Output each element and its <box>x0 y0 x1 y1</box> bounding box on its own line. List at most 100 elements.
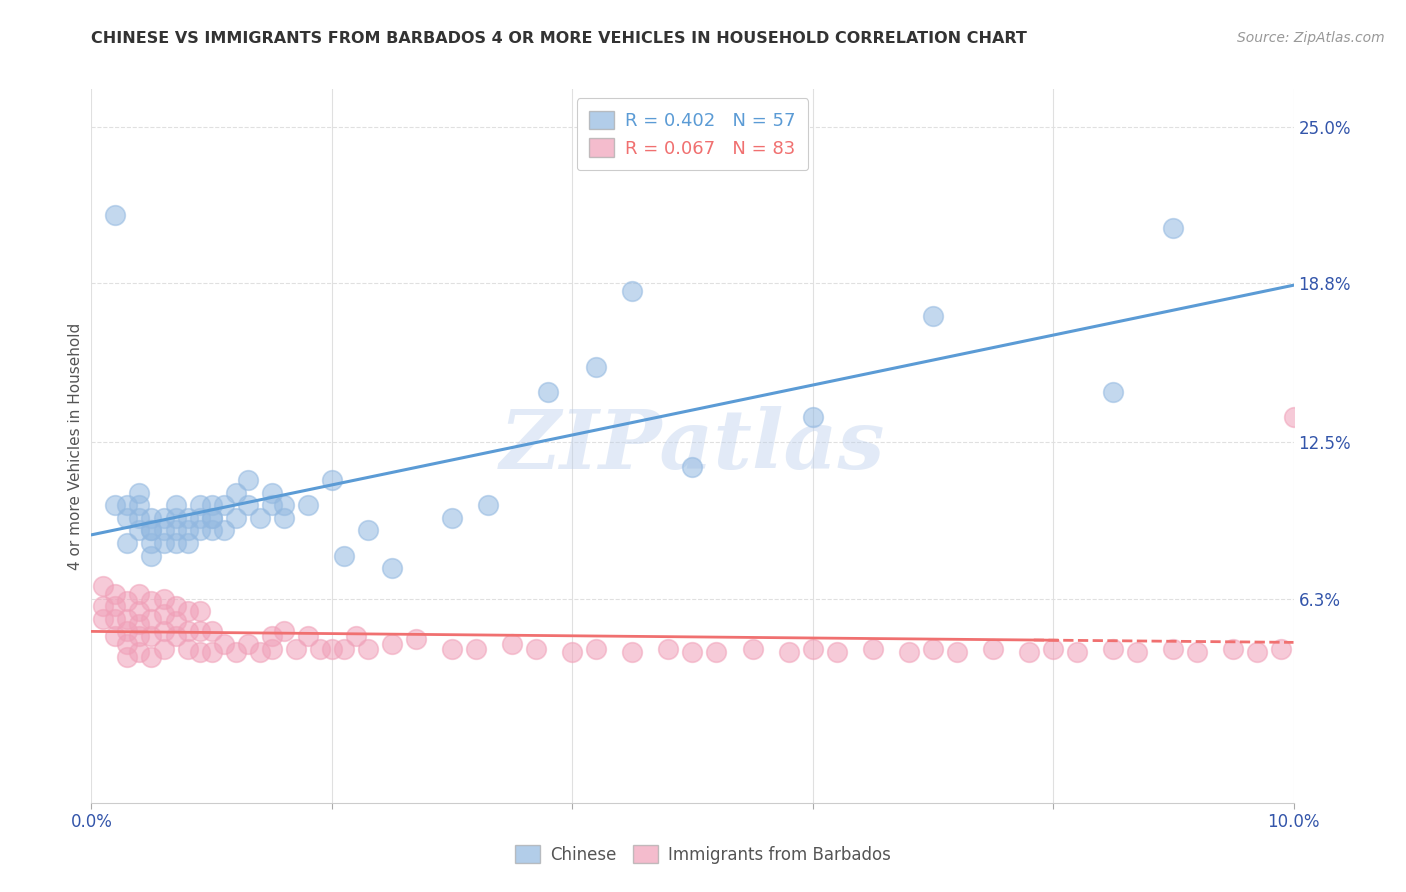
Point <box>176 624 198 639</box>
Point <box>152 607 174 621</box>
Point <box>681 644 703 658</box>
Point <box>117 536 139 550</box>
Point <box>1018 644 1040 658</box>
Point <box>273 624 295 639</box>
Point <box>501 637 523 651</box>
Point <box>225 644 247 658</box>
Point <box>188 624 211 639</box>
Point <box>128 616 150 631</box>
Point <box>801 642 824 657</box>
Point <box>273 511 295 525</box>
Point <box>260 629 283 643</box>
Text: Source: ZipAtlas.com: Source: ZipAtlas.com <box>1237 31 1385 45</box>
Point <box>128 586 150 600</box>
Point <box>165 511 187 525</box>
Point <box>165 524 187 538</box>
Point <box>141 549 163 563</box>
Point <box>152 536 174 550</box>
Point <box>333 642 356 657</box>
Point <box>117 649 139 664</box>
Text: CHINESE VS IMMIGRANTS FROM BARBADOS 4 OR MORE VEHICLES IN HOUSEHOLD CORRELATION : CHINESE VS IMMIGRANTS FROM BARBADOS 4 OR… <box>91 31 1028 46</box>
Point <box>93 579 115 593</box>
Point <box>236 637 259 651</box>
Point <box>1102 642 1125 657</box>
Point <box>1187 644 1209 658</box>
Point <box>152 642 174 657</box>
Point <box>117 498 139 512</box>
Point <box>152 524 174 538</box>
Point <box>165 599 187 614</box>
Point <box>681 460 703 475</box>
Point <box>741 642 763 657</box>
Point <box>260 642 283 657</box>
Point <box>897 644 920 658</box>
Y-axis label: 4 or more Vehicles in Household: 4 or more Vehicles in Household <box>67 322 83 570</box>
Point <box>1282 409 1305 424</box>
Point <box>440 511 463 525</box>
Point <box>201 644 224 658</box>
Point <box>922 309 945 323</box>
Point <box>1270 642 1292 657</box>
Point <box>117 624 139 639</box>
Text: ZIPatlas: ZIPatlas <box>499 406 886 486</box>
Point <box>465 642 488 657</box>
Point <box>212 637 235 651</box>
Point <box>201 511 224 525</box>
Point <box>104 599 127 614</box>
Point <box>104 629 127 643</box>
Point <box>981 642 1004 657</box>
Point <box>778 644 800 658</box>
Point <box>176 524 198 538</box>
Point <box>621 284 644 298</box>
Point <box>862 642 884 657</box>
Point <box>141 524 163 538</box>
Point <box>141 594 163 608</box>
Point <box>141 524 163 538</box>
Point <box>922 642 945 657</box>
Point <box>1102 384 1125 399</box>
Point <box>946 644 969 658</box>
Point <box>1246 644 1268 658</box>
Point <box>1066 644 1088 658</box>
Point <box>405 632 427 646</box>
Point <box>201 524 224 538</box>
Point <box>176 642 198 657</box>
Point <box>801 409 824 424</box>
Point <box>165 498 187 512</box>
Point <box>260 498 283 512</box>
Point <box>706 644 728 658</box>
Point <box>225 485 247 500</box>
Point <box>128 604 150 618</box>
Point <box>188 644 211 658</box>
Point <box>825 644 848 658</box>
Point <box>141 649 163 664</box>
Point <box>236 498 259 512</box>
Point <box>585 359 607 374</box>
Point <box>188 511 211 525</box>
Point <box>93 612 115 626</box>
Point <box>357 642 380 657</box>
Point <box>188 604 211 618</box>
Point <box>165 629 187 643</box>
Point <box>381 561 404 575</box>
Point <box>321 642 343 657</box>
Point <box>93 599 115 614</box>
Point <box>1126 644 1149 658</box>
Point <box>176 511 198 525</box>
Point <box>128 511 150 525</box>
Point <box>344 629 367 643</box>
Point <box>141 612 163 626</box>
Point <box>537 384 560 399</box>
Point <box>357 524 380 538</box>
Point <box>260 485 283 500</box>
Point <box>201 624 224 639</box>
Point <box>297 629 319 643</box>
Point <box>117 511 139 525</box>
Point <box>657 642 679 657</box>
Point <box>165 614 187 628</box>
Point <box>381 637 404 651</box>
Point <box>201 498 224 512</box>
Point <box>165 536 187 550</box>
Point <box>297 498 319 512</box>
Point <box>273 498 295 512</box>
